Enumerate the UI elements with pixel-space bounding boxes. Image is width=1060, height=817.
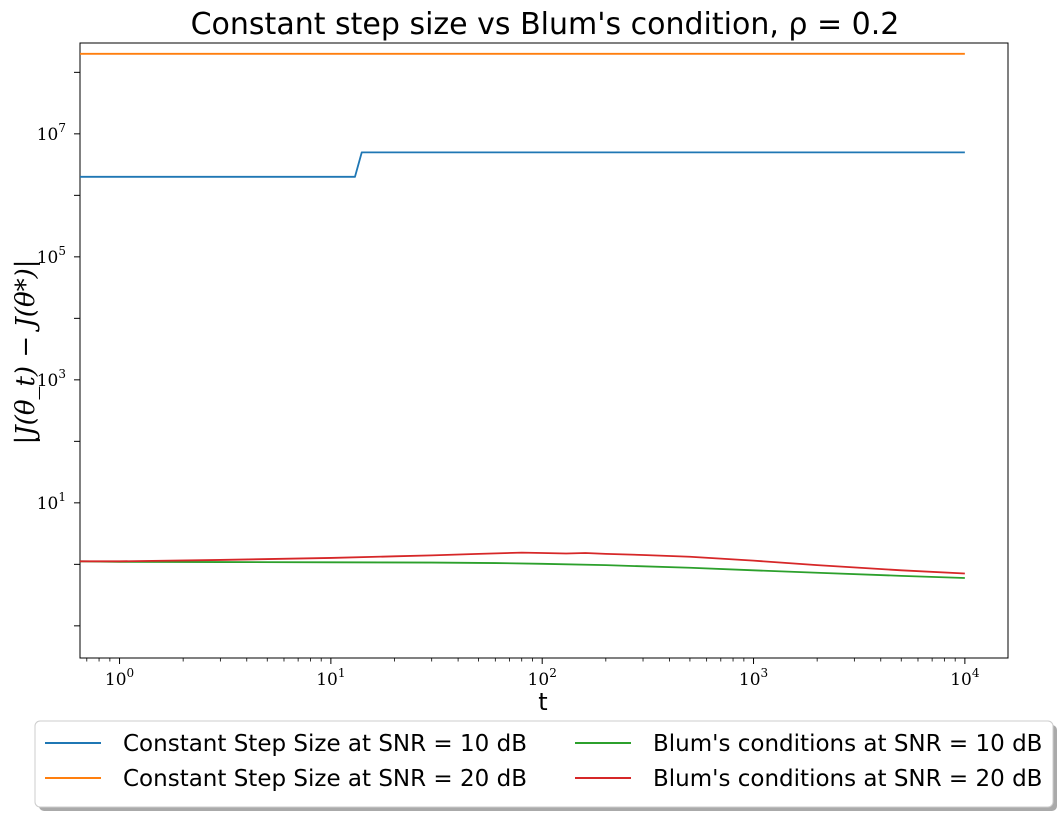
legend: Constant Step Size at SNR = 10 dB Constan… (34, 720, 1057, 811)
x-tick-label: 103 (739, 666, 768, 690)
x-axis-label: t (538, 688, 547, 716)
legend-label-3: Blum's conditions at SNR = 10 dB (653, 731, 1042, 757)
y-axis-label: |J(θ_t) − J(θ*)| (11, 259, 41, 444)
legend-label-2: Constant Step Size at SNR = 20 dB (123, 766, 527, 792)
plot-area (79, 42, 1009, 659)
legend-box (34, 720, 1054, 808)
x-tick-label: 101 (316, 666, 345, 690)
x-axis-ticks: 100 101 102 103 104 (86, 658, 980, 690)
y-tick-label: 101 (37, 490, 66, 514)
series-line-1 (80, 151, 965, 178)
x-tick-label: 100 (105, 666, 134, 690)
y-tick-label: 107 (37, 121, 66, 145)
legend-label-1: Constant Step Size at SNR = 10 dB (123, 731, 527, 757)
y-tick-label: 103 (37, 367, 66, 391)
chart-title: Constant step size vs Blum's condition, … (191, 7, 900, 42)
y-tick-label: 105 (37, 244, 66, 268)
legend-label-4: Blum's conditions at SNR = 20 dB (653, 766, 1042, 792)
series-layer (79, 52, 965, 579)
y-axis-ticks: 101 103 105 107 (37, 71, 80, 627)
x-tick-label: 102 (528, 666, 557, 690)
legend-entries: Constant Step Size at SNR = 10 dB Constan… (45, 731, 1042, 792)
series-line-3 (79, 560, 965, 579)
series-line-4 (80, 551, 965, 575)
x-tick-label: 104 (950, 666, 980, 690)
